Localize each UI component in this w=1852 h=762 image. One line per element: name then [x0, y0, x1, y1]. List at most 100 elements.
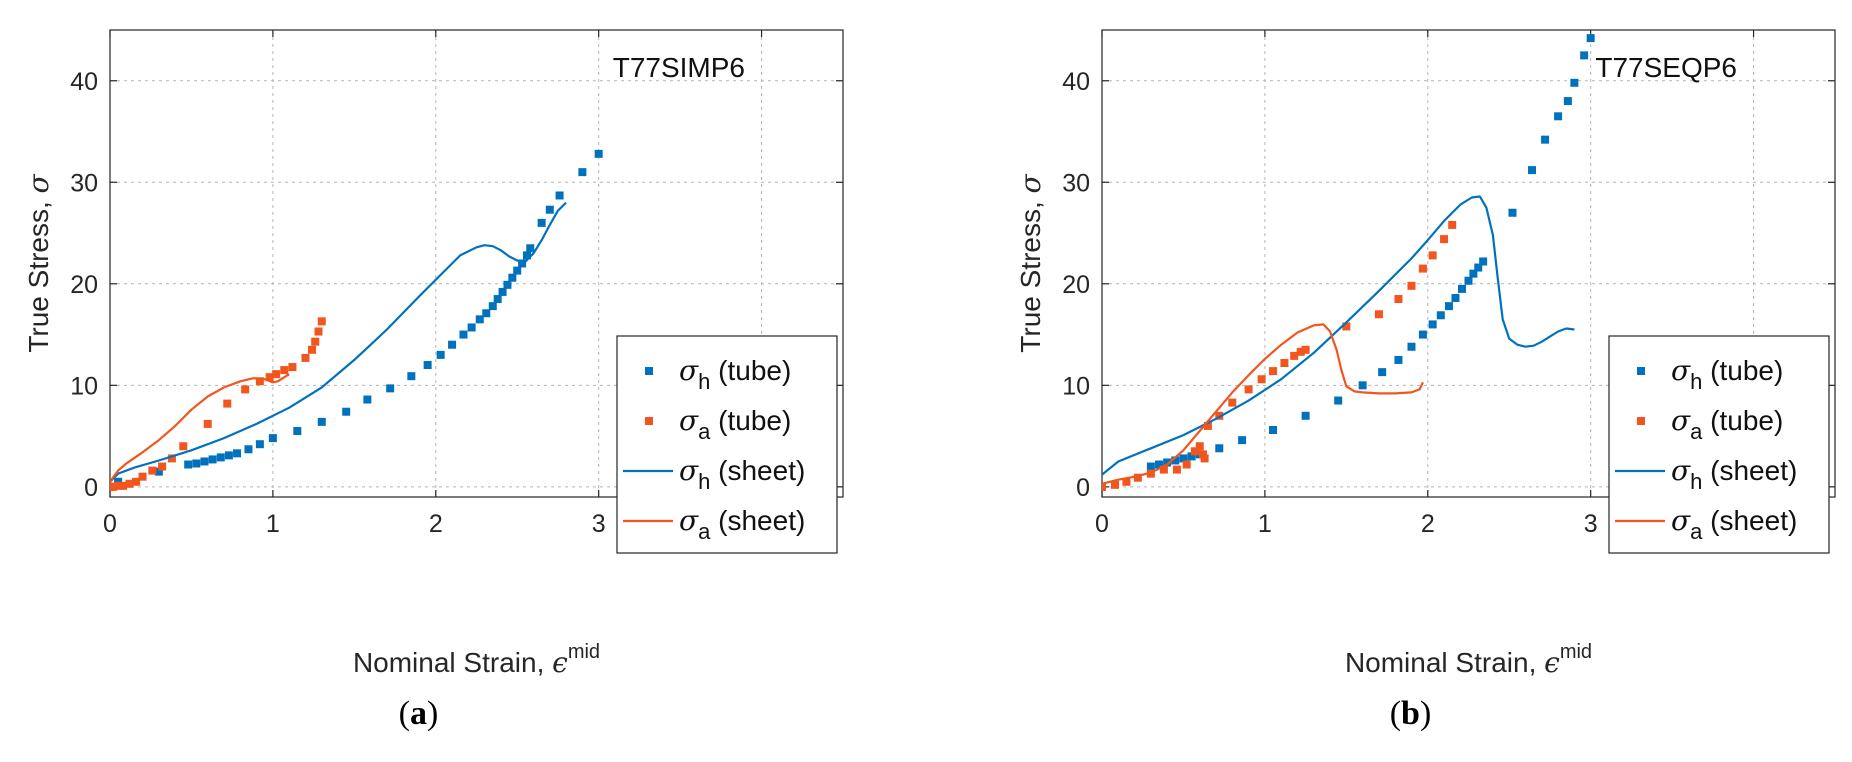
plot-area [110, 149, 603, 491]
legend: σh (tube)σa (tube)σh (sheet)σa (sheet) [616, 335, 838, 554]
legend-box [616, 335, 838, 554]
legend-text: (tube) [710, 355, 791, 386]
data-point [1301, 345, 1310, 354]
data-point [208, 455, 217, 464]
legend-subscript: h [698, 469, 710, 494]
data-point [1541, 135, 1550, 144]
series-a-sheet [1102, 323, 1424, 485]
x-tick-label: 2 [1421, 510, 1435, 538]
legend-subscript: h [1690, 369, 1702, 394]
data-point [342, 407, 351, 416]
data-point [503, 280, 512, 289]
data-point [1428, 251, 1437, 260]
data-point [545, 205, 554, 214]
data-point [1182, 460, 1191, 469]
legend-marker [1637, 367, 1645, 375]
data-point [423, 361, 432, 370]
series-h-tube [1102, 34, 1595, 491]
legend-label: σh (sheet) [679, 454, 805, 494]
data-point [224, 451, 233, 460]
data-point [436, 350, 445, 359]
data-point [265, 373, 274, 382]
legend-subscript: a [1690, 419, 1703, 444]
x-tick-label: 2 [429, 510, 443, 538]
data-point [268, 434, 277, 443]
data-point [1394, 355, 1403, 364]
legend-label: σa (tube) [1671, 404, 1783, 444]
data-point [179, 442, 188, 451]
data-point [114, 477, 123, 486]
data-point [508, 273, 517, 282]
y-tick-label: 20 [1062, 271, 1090, 299]
data-point [311, 337, 320, 346]
legend-subscript: h [1690, 469, 1702, 494]
x-axis-label: Nominal Strain, ϵmid [1345, 641, 1592, 679]
data-point [1407, 281, 1416, 290]
x-axis-label-text: Nominal Strain, [1345, 647, 1544, 678]
data-point [498, 287, 507, 296]
panel-title: T77SIMP6 [613, 52, 745, 83]
legend-symbol: σ [679, 504, 699, 537]
data-point [317, 317, 326, 326]
data-point [1448, 220, 1457, 229]
legend-subscript: h [698, 369, 710, 394]
caption-close: ) [427, 695, 438, 732]
data-point [1244, 385, 1253, 394]
series-h-sheet [110, 201, 567, 483]
data-point [255, 377, 264, 386]
data-point [448, 340, 457, 349]
data-point [594, 149, 603, 158]
data-point [272, 370, 281, 379]
data-point [1440, 235, 1449, 244]
data-point [216, 453, 225, 462]
data-point [1358, 381, 1367, 390]
data-point [1474, 263, 1483, 272]
data-point [555, 191, 564, 200]
y-axis-label-text: True Stress, [1015, 193, 1046, 352]
caption-open: ( [1390, 695, 1401, 732]
x-tick-label: 3 [592, 510, 606, 538]
data-point [1528, 166, 1537, 175]
data-point [1563, 97, 1572, 106]
data-point [1172, 465, 1181, 474]
data-point [1198, 450, 1207, 459]
data-point [244, 445, 253, 454]
y-tick-label: 10 [70, 372, 98, 400]
data-point [132, 477, 141, 486]
data-point [467, 323, 476, 332]
x-tick-label: 1 [1258, 510, 1272, 538]
data-point [518, 259, 527, 268]
data-point [241, 385, 250, 394]
x-tick-label: 1 [266, 510, 280, 538]
data-point [1469, 269, 1478, 278]
legend-text: (tube) [1702, 405, 1783, 436]
data-point [154, 467, 163, 476]
data-point [1580, 51, 1589, 60]
legend-label: σh (sheet) [1671, 454, 1797, 494]
legend-subscript: a [698, 419, 711, 444]
data-point [1269, 367, 1278, 376]
x-axis-label-text: Nominal Strain, [353, 647, 552, 678]
caption-letter: a [410, 695, 427, 732]
x-tick-label: 0 [103, 510, 117, 538]
legend-subscript: a [1690, 519, 1703, 544]
x-axis-label-symbol: ϵ [552, 646, 568, 679]
data-point [1508, 208, 1517, 217]
data-point [119, 481, 128, 490]
data-point [192, 459, 201, 468]
legend-label: σa (sheet) [679, 504, 805, 544]
data-point [1296, 347, 1305, 356]
data-point [288, 363, 297, 372]
legend-marker [645, 367, 653, 375]
legend-text: (tube) [710, 405, 791, 436]
data-point [1102, 482, 1106, 491]
data-point [513, 266, 522, 275]
legend-box [1608, 335, 1830, 554]
data-point [1155, 460, 1164, 469]
x-axis-label: Nominal Strain, ϵmid [353, 641, 600, 679]
y-tick-label: 30 [1062, 169, 1090, 197]
legend-symbol: σ [1671, 504, 1691, 537]
data-point [1290, 351, 1299, 360]
